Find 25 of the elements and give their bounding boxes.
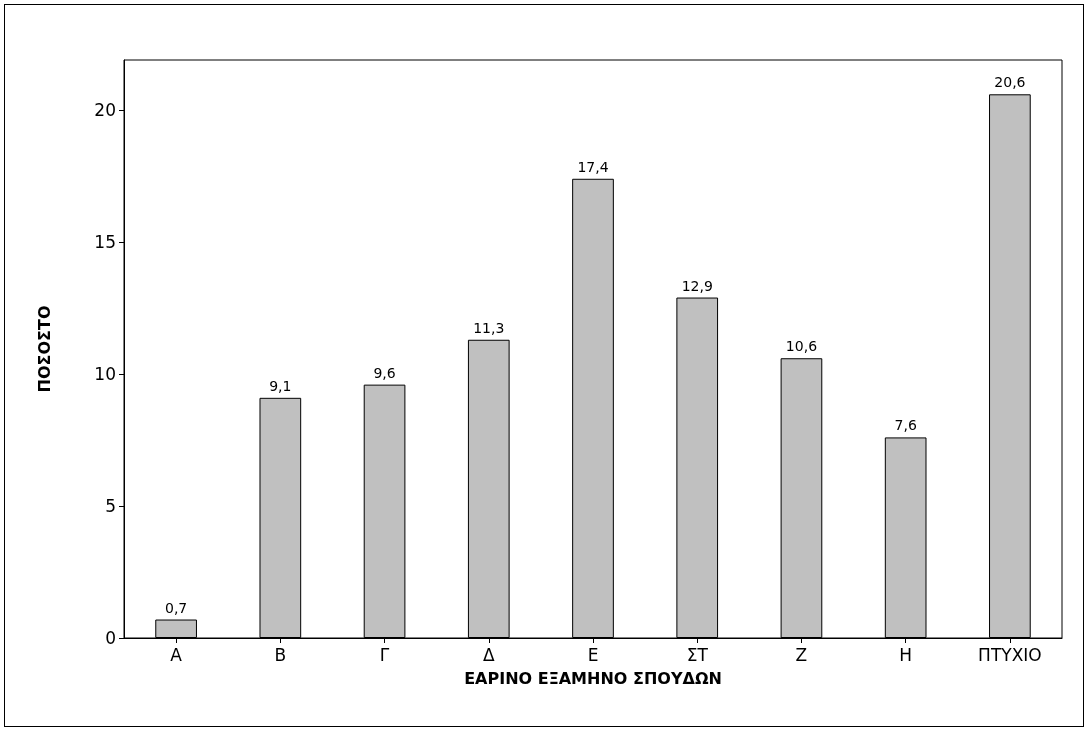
x-tick-label: Γ bbox=[379, 644, 390, 665]
y-tick-label: 10 bbox=[94, 364, 116, 385]
y-axis-title: ΠΟΣΟΣΤΟ bbox=[34, 305, 54, 393]
x-axis-title: ΕΑΡΙΝΟ ΕΞΑΜΗΝΟ ΣΠΟΥΔΩΝ bbox=[464, 668, 722, 688]
x-tick-label: Η bbox=[899, 644, 913, 665]
y-tick-label: 5 bbox=[105, 496, 116, 517]
y-tick-label: 20 bbox=[94, 100, 116, 121]
data-label: 0,7 bbox=[164, 599, 188, 616]
x-tick-label: ΣΤ bbox=[686, 644, 709, 665]
x-tick-label: ΠΤΥΧΙΟ bbox=[978, 644, 1042, 665]
y-tick-label: 0 bbox=[105, 628, 116, 648]
x-tick-label: Α bbox=[170, 644, 183, 665]
data-label: 20,6 bbox=[994, 74, 1026, 91]
data-label: 17,4 bbox=[577, 158, 609, 175]
x-tick-label: Ζ bbox=[795, 644, 808, 665]
data-label: 11,3 bbox=[473, 319, 505, 336]
data-label: 9,6 bbox=[373, 364, 396, 381]
data-label: 7,6 bbox=[894, 417, 917, 434]
x-tick-label: Β bbox=[274, 644, 287, 665]
data-label: 10,6 bbox=[785, 338, 818, 355]
data-label: 9,1 bbox=[269, 377, 292, 394]
data-label: 12,9 bbox=[681, 277, 713, 294]
y-tick-label: 15 bbox=[94, 232, 116, 253]
x-tick-label: Ε bbox=[587, 644, 599, 665]
x-tick-label: Δ bbox=[482, 644, 495, 665]
